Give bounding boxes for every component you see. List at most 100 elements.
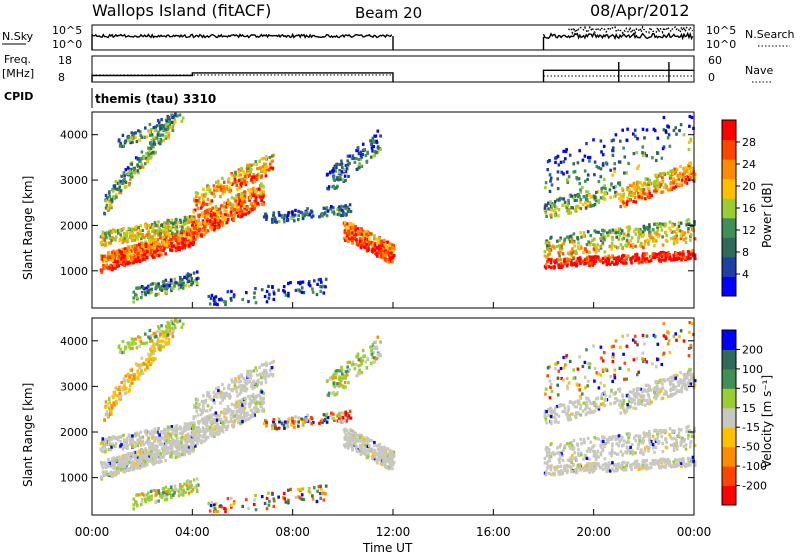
power-cell	[376, 150, 380, 154]
power-cell	[191, 281, 195, 285]
power-cell	[345, 167, 349, 171]
power-cell	[196, 192, 200, 196]
velocity-cell	[158, 449, 161, 453]
power-cell	[656, 136, 660, 140]
power-cell	[157, 282, 160, 286]
velocity-cell	[183, 445, 187, 449]
power-cell	[347, 239, 350, 244]
power-cell	[205, 222, 208, 226]
power-cell	[625, 254, 629, 258]
nsky-label: N.Sky	[2, 30, 34, 43]
velocity-cell	[243, 396, 246, 400]
velocity-cell	[219, 410, 223, 414]
velocity-cell	[216, 432, 220, 436]
velocity-cell	[237, 380, 240, 384]
power-cell	[208, 302, 212, 306]
velocity-cell	[231, 420, 235, 424]
velocity-cell	[218, 414, 221, 418]
velocity-cell	[169, 433, 172, 437]
power-cell	[219, 213, 223, 217]
power-cell	[638, 229, 641, 233]
velocity-cell	[175, 453, 178, 457]
power-cell	[141, 165, 145, 169]
velocity-cell	[254, 366, 258, 370]
power-cell	[375, 237, 379, 241]
power-cell	[241, 199, 245, 203]
power-cell	[287, 294, 290, 298]
power-cell	[112, 189, 115, 193]
power-cell	[611, 149, 614, 153]
freq-line	[91, 72, 394, 82]
power-cell	[222, 187, 226, 191]
power-cell	[130, 136, 134, 140]
power-cell	[340, 204, 343, 208]
power-cell	[101, 233, 104, 237]
power-cell	[553, 259, 557, 263]
power-cell	[101, 230, 105, 234]
power-cell	[122, 255, 126, 259]
velocity-cell	[116, 388, 120, 392]
power-cell	[555, 198, 559, 202]
power-cell	[360, 236, 364, 240]
power-cell	[189, 215, 192, 219]
power-cell	[153, 142, 157, 146]
power-cell	[568, 235, 572, 239]
velocity-cell	[251, 398, 254, 403]
power-cell	[166, 227, 170, 231]
power-cell	[611, 230, 614, 234]
power-cell	[611, 260, 614, 264]
power-cell	[122, 262, 126, 266]
power-cell	[180, 229, 184, 233]
power-cell	[137, 226, 140, 230]
freq-tick-top: 18	[58, 54, 72, 67]
power-cell	[230, 289, 233, 294]
velocity-cell	[153, 457, 156, 461]
velocity-cell	[104, 412, 108, 417]
velocity-cell	[213, 427, 217, 431]
power-cell	[552, 244, 555, 248]
power-cell	[558, 265, 562, 269]
power-cell	[575, 264, 578, 268]
power-colorbar-segment	[722, 159, 736, 180]
velocity-cell	[151, 436, 154, 440]
power-cell	[355, 238, 358, 242]
power-cell	[237, 202, 241, 206]
power-cell	[575, 251, 578, 255]
power-cell	[157, 130, 160, 134]
power-cell	[187, 284, 191, 288]
power-cell	[620, 194, 623, 198]
velocity-cell	[270, 366, 274, 370]
power-cell	[155, 284, 158, 288]
power-cell	[223, 208, 226, 212]
power-cell	[604, 259, 607, 263]
velocity-cell	[221, 395, 225, 399]
power-cell	[146, 151, 150, 155]
power-cell	[153, 241, 156, 245]
power-cell	[258, 195, 262, 199]
power-cell	[611, 146, 615, 150]
power-cell	[559, 160, 563, 164]
velocity-cell	[215, 413, 218, 417]
power-cell	[152, 224, 156, 228]
power-cell	[213, 300, 217, 304]
power-cell	[141, 255, 145, 259]
velocity-cell	[224, 411, 228, 416]
velocity-cell	[248, 376, 252, 380]
power-cell	[213, 194, 216, 199]
power-cell	[121, 133, 125, 137]
velocity-cell	[144, 447, 147, 451]
power-cell	[321, 284, 325, 288]
velocity-cell	[241, 420, 244, 424]
power-cell	[603, 238, 606, 242]
power-cell	[232, 293, 236, 297]
velocity-cell	[111, 474, 114, 479]
power-cell	[677, 224, 681, 228]
velocity-cell	[174, 444, 177, 448]
power-cell	[310, 215, 313, 219]
power-cell	[642, 233, 645, 237]
power-cell	[142, 156, 146, 160]
power-cell	[137, 171, 140, 175]
velocity-cell	[138, 466, 142, 470]
velocity-cell	[272, 359, 276, 363]
power-cell	[369, 139, 372, 143]
